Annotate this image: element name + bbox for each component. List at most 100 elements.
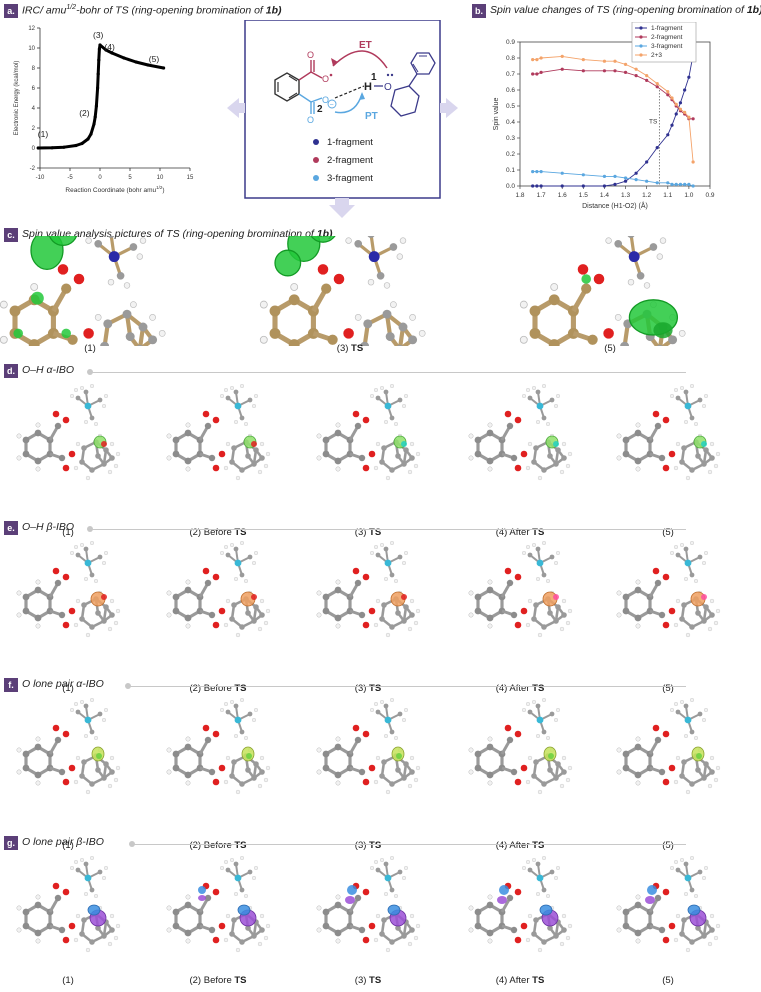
scheme-legend-2: 2-fragment xyxy=(327,155,373,166)
y-tick-label: 12 xyxy=(28,26,35,32)
legend-marker xyxy=(639,53,643,57)
panel-c-tag: c. xyxy=(4,228,18,242)
ibo-caption: (4) After TS xyxy=(495,975,545,986)
orbital-lobe xyxy=(401,594,407,600)
series-point xyxy=(691,117,695,121)
et-label: ET xyxy=(359,40,372,51)
irc-annotation: (4) xyxy=(104,42,115,52)
irc-point xyxy=(80,141,84,146)
y-tick-label: 6 xyxy=(32,86,36,92)
orbital-lobe xyxy=(499,885,509,895)
series-point xyxy=(531,72,535,76)
irc-point xyxy=(162,66,166,70)
molecule xyxy=(468,698,573,795)
molecule xyxy=(616,698,721,795)
series-point xyxy=(683,110,687,114)
atom-2-label: 2 xyxy=(317,104,323,115)
series-point xyxy=(602,59,607,63)
molecule xyxy=(316,541,421,638)
series-point xyxy=(581,58,585,62)
irc-point xyxy=(36,146,40,150)
molecule xyxy=(468,384,573,481)
molecule xyxy=(468,541,573,638)
ibo-caption: (3) TS xyxy=(354,975,382,986)
irc-point xyxy=(96,86,100,90)
panel-c-title-text: Spin value analysis pictures of TS (ring… xyxy=(22,228,317,240)
y-tick-label: 0.9 xyxy=(506,39,515,46)
orbital-lobe xyxy=(251,594,257,600)
ibo-caption: (4) After TS xyxy=(495,527,545,538)
x-tick-label: 1.2 xyxy=(642,192,651,199)
x-tick-label: 10 xyxy=(157,175,164,181)
panel-b-tag: b. xyxy=(472,4,486,18)
series-point xyxy=(581,184,585,188)
ibo-caption: (4) After TS xyxy=(495,683,545,694)
orbital-lobe xyxy=(310,236,336,243)
orbital-lobe xyxy=(61,328,71,339)
orbital-lobe xyxy=(701,441,707,447)
series-point xyxy=(645,78,649,82)
phenyl-ring xyxy=(410,52,436,75)
irc-point xyxy=(146,63,150,67)
series-point xyxy=(691,184,695,188)
irc-annotation: (5) xyxy=(149,54,160,64)
orbital-lobe xyxy=(645,896,655,904)
scheme-box xyxy=(244,20,441,199)
series-point xyxy=(655,82,659,86)
divider-dot xyxy=(87,369,93,375)
series-point xyxy=(613,59,617,63)
scheme-legend-3: 3-fragment xyxy=(327,173,373,184)
molecule xyxy=(166,541,271,638)
series-point xyxy=(674,182,678,186)
series-point xyxy=(670,96,674,100)
orbital-lobe xyxy=(553,594,559,600)
panel-c-caption: (1) xyxy=(84,343,96,354)
orbital-lobe xyxy=(13,328,23,339)
irc-point xyxy=(97,58,101,62)
irc-point xyxy=(110,51,114,55)
irc-point xyxy=(89,132,93,136)
y-tick-label: 4 xyxy=(32,106,36,112)
panel-a-title-bold: 1b) xyxy=(265,4,282,17)
series-point xyxy=(670,182,674,186)
ibo-caption: (1) xyxy=(62,840,74,851)
series-point xyxy=(674,102,678,106)
molecule xyxy=(0,236,166,346)
series-point xyxy=(623,176,628,180)
series-point xyxy=(623,62,628,66)
legend-dot-2 xyxy=(313,157,319,163)
ibo-caption: (2) Before TS xyxy=(189,683,247,694)
y-tick-label: 0.1 xyxy=(506,167,515,174)
svg-text:O: O xyxy=(307,50,314,60)
y-tick-label: 8 xyxy=(32,66,36,72)
orbital-lobe xyxy=(553,441,559,447)
series-point xyxy=(666,90,670,94)
series-point xyxy=(531,170,535,174)
orbital-lobe xyxy=(396,753,402,759)
orbital-lobe xyxy=(31,291,44,305)
panel-c-caption: (3) TS xyxy=(336,343,364,354)
orbital-lobe xyxy=(401,441,407,447)
x-tick-label: 0.9 xyxy=(705,192,714,199)
x-tick-label: -5 xyxy=(67,175,73,181)
irc-point xyxy=(50,146,54,150)
legend-marker xyxy=(639,26,643,30)
series-point xyxy=(666,93,670,97)
series-point xyxy=(602,174,607,178)
orbital-lobe xyxy=(581,274,591,284)
orbital-lobe xyxy=(87,904,101,916)
orbital-lobe xyxy=(251,441,257,447)
y-tick-label: 0.5 xyxy=(506,103,515,110)
legend-dot-1 xyxy=(313,139,319,145)
series-point xyxy=(539,70,543,74)
series-point xyxy=(687,75,691,79)
svg-text:−: − xyxy=(330,102,334,109)
legend-label: 2+3 xyxy=(651,52,662,59)
reaction-scheme: O O O O − 2 H 1 O ET PT 1-fragment 2-fra… xyxy=(227,20,458,218)
panel-a-title-sup: 1/2 xyxy=(66,4,77,11)
molecule xyxy=(16,856,121,953)
divider-dot xyxy=(87,526,93,532)
orbital-lobe xyxy=(101,594,107,600)
series-point xyxy=(666,133,670,137)
section-divider xyxy=(132,844,686,845)
